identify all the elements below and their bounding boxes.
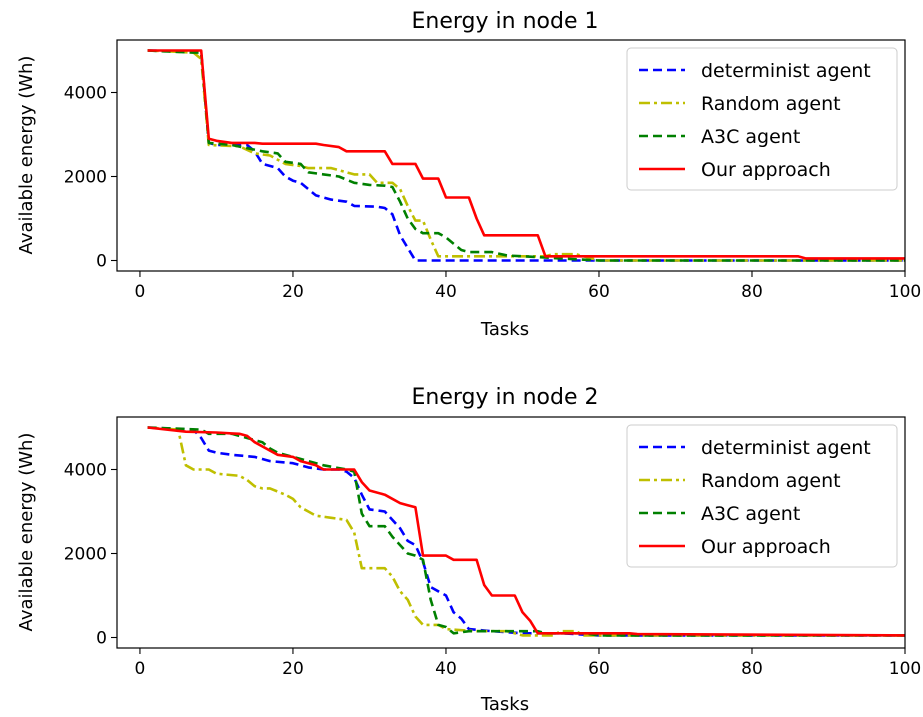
- y-tick-label: 2000: [64, 168, 107, 188]
- chart-node-2: Energy in node 2 Available energy (Wh) T…: [16, 385, 921, 715]
- x-tick-label: 20: [282, 282, 304, 302]
- legend: determinist agent Random agent A3C agent Ou…: [626, 47, 898, 191]
- legend-box: [626, 47, 898, 191]
- legend-label: A3C agent: [701, 126, 800, 148]
- legend: determinist agent Random agent A3C agent Ou…: [626, 424, 898, 568]
- legend-label: Our approach: [701, 159, 831, 181]
- chart-title: Energy in node 2: [412, 385, 599, 410]
- y-axis-label: Available energy (Wh): [16, 433, 37, 632]
- series-line: [147, 49, 905, 262]
- legend-label: determinist agent: [701, 60, 871, 82]
- y-axis-label: Available energy (Wh): [16, 56, 37, 255]
- axes-frame: [116, 416, 906, 649]
- chart-title: Energy in node 1: [412, 9, 599, 34]
- x-tick-label: 60: [588, 659, 610, 679]
- legend-label: A3C agent: [701, 503, 800, 525]
- x-tick-label: 0: [135, 659, 146, 679]
- chart-node-1: Energy in node 1 Available energy (Wh) T…: [16, 9, 921, 340]
- legend-box: [626, 424, 898, 568]
- x-tick-label: 40: [435, 659, 457, 679]
- x-axis-label: Tasks: [480, 319, 529, 340]
- legend-label: Random agent: [701, 470, 841, 492]
- plot-area: 0 20 40 60 80 100 0 2000 4000 determinist agent Ra…: [64, 416, 921, 679]
- x-axis-label: Tasks: [480, 694, 529, 715]
- plot-area: 0 20 40 60 80 100 0 2000 4000 determinist agent Ra…: [64, 39, 921, 302]
- series-line: [147, 426, 905, 637]
- y-tick-label: 2000: [64, 545, 107, 565]
- legend-label: Our approach: [701, 536, 831, 558]
- series-line: [147, 426, 906, 637]
- x-tick-label: 80: [741, 659, 763, 679]
- series-line: [147, 49, 905, 260]
- x-tick-label: 60: [588, 282, 610, 302]
- x-tick-label: 0: [135, 282, 146, 302]
- y-tick-label: 4000: [64, 461, 107, 481]
- y-tick-label: 4000: [64, 84, 107, 104]
- x-tick-label: 20: [282, 659, 304, 679]
- x-tick-label: 100: [889, 282, 921, 302]
- y-tick-label: 0: [96, 252, 107, 272]
- legend-label: Random agent: [701, 93, 841, 115]
- axes-frame: [116, 39, 906, 272]
- x-tick-label: 80: [741, 282, 763, 302]
- x-tick-label: 40: [435, 282, 457, 302]
- series-line: [147, 426, 905, 637]
- x-tick-label: 100: [889, 659, 921, 679]
- series-line: [147, 426, 905, 637]
- y-tick-label: 0: [96, 629, 107, 649]
- legend-label: determinist agent: [701, 437, 871, 459]
- series-line: [147, 49, 905, 262]
